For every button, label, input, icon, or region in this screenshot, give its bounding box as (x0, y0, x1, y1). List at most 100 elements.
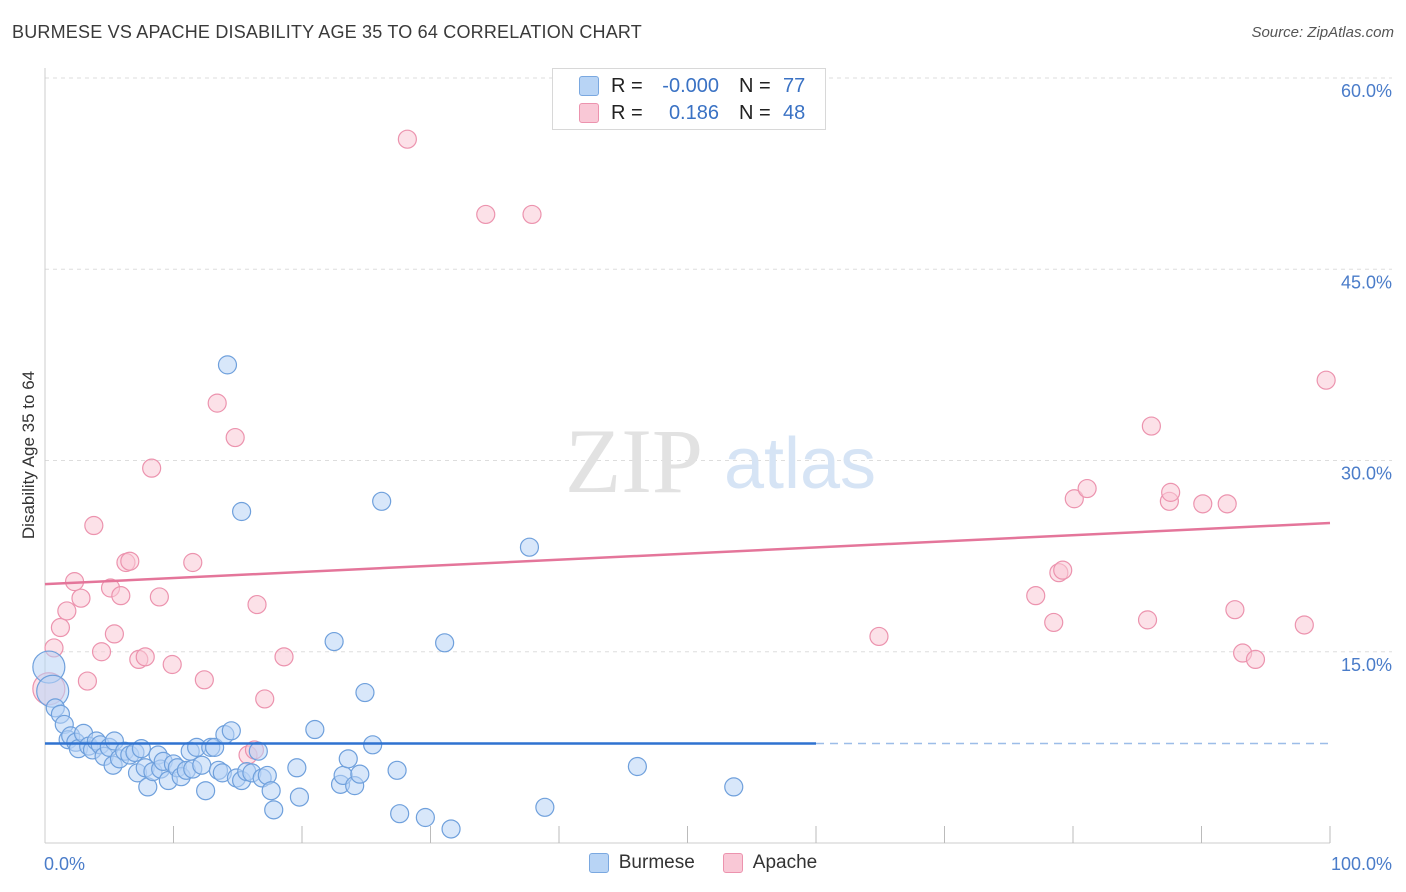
data-point (274, 647, 294, 667)
data-point (1141, 416, 1161, 436)
data-point (435, 633, 455, 653)
y-tick-label: 15.0% (1341, 655, 1392, 675)
data-point (183, 552, 203, 573)
data-point (397, 129, 417, 149)
data-point (194, 670, 214, 690)
data-point (324, 631, 344, 652)
watermark-atlas: atlas (724, 424, 876, 504)
data-point (247, 594, 267, 615)
data-point (305, 719, 325, 740)
data-point (415, 807, 435, 828)
y-tick-label: 45.0% (1341, 272, 1392, 292)
y-tick-label: 60.0% (1341, 81, 1392, 101)
legend-r-value: 0.186 (668, 101, 719, 124)
tick-labels: 15.0% 30.0% 45.0% 60.0% 0.0% 100.0% (44, 81, 1392, 874)
data-point (519, 537, 540, 557)
legend-row-apache: R = 0.186 N = 48 (553, 100, 805, 126)
data-point (162, 654, 182, 675)
data-point (390, 804, 410, 824)
data-point (225, 427, 245, 448)
data-point (232, 501, 252, 522)
data-point (111, 586, 131, 606)
data-point (535, 797, 555, 817)
series-legend: Burmese Apache (0, 852, 1406, 874)
data-point (363, 735, 383, 755)
apache-trend-line (44, 521, 1331, 586)
data-point (120, 551, 140, 571)
watermark: ZIP atlas (565, 410, 876, 512)
data-point (1225, 600, 1245, 620)
data-point (355, 682, 375, 703)
data-point (217, 355, 238, 375)
data-point (91, 642, 112, 662)
data-point (248, 741, 268, 761)
data-point (196, 781, 216, 801)
data-point (441, 819, 461, 839)
trend-lines (44, 521, 1331, 745)
data-point (104, 624, 124, 644)
data-point (476, 204, 496, 225)
legend-n-label: N = (739, 101, 771, 124)
legend-r-label: R = (611, 74, 643, 97)
data-point (192, 755, 212, 775)
y-axis-label: Disability Age 35 to 64 (19, 371, 38, 539)
data-point (264, 800, 284, 820)
legend-n-value: 48 (783, 101, 806, 124)
data-point (338, 749, 358, 769)
data-point (77, 671, 98, 691)
data-point (1245, 649, 1266, 670)
data-point (869, 626, 889, 647)
data-point (1064, 489, 1084, 509)
data-point (1193, 494, 1213, 514)
data-point (627, 756, 647, 777)
legend-item-apache: Apache (722, 852, 818, 874)
data-point (522, 204, 542, 225)
data-point (1294, 615, 1314, 635)
data-point (221, 721, 241, 741)
data-point (142, 458, 162, 478)
data-point (350, 764, 370, 784)
data-point (71, 588, 91, 608)
apache-swatch (579, 103, 599, 123)
watermark-zip: ZIP (565, 410, 703, 512)
legend-n-label: N = (739, 74, 771, 97)
chart-title: BURMESE VS APACHE DISABILITY AGE 35 TO 6… (12, 22, 642, 42)
legend-n-value: 77 (783, 74, 806, 97)
data-point (1044, 612, 1064, 633)
data-point (1077, 478, 1097, 499)
data-point (1161, 482, 1181, 502)
legend-item-burmese: Burmese (588, 852, 695, 874)
data-point (1026, 586, 1046, 606)
burmese-swatch (579, 76, 599, 96)
data-point (149, 587, 169, 607)
data-point (289, 787, 310, 807)
apache-legend-label: Apache (752, 852, 818, 873)
data-point (387, 760, 407, 780)
correlation-legend: R = -0.000 N = 77 R = 0.186 N = 48 (552, 68, 826, 130)
data-point (372, 491, 392, 511)
apache-points (32, 129, 1336, 765)
data-point (50, 617, 71, 638)
x-tick-label: 0.0% (44, 854, 85, 874)
burmese-legend-label: Burmese (618, 852, 695, 873)
y-tick-label: 30.0% (1341, 464, 1392, 484)
data-point (287, 758, 307, 778)
burmese-points (32, 355, 744, 839)
legend-row-burmese: R = -0.000 N = 77 (553, 73, 805, 99)
data-point (1053, 560, 1073, 580)
source-credit: Source: ZipAtlas.com (1251, 24, 1394, 41)
axes (44, 68, 1331, 844)
apache-legend-swatch (722, 853, 743, 873)
legend-r-value: -0.000 (662, 74, 719, 97)
data-point (84, 515, 104, 536)
data-point (724, 777, 744, 797)
data-point (261, 781, 281, 801)
data-point (1316, 370, 1336, 390)
x-tick-label: 100.0% (1331, 854, 1392, 874)
data-point (255, 689, 275, 709)
data-point (1137, 610, 1158, 630)
data-point (1217, 494, 1237, 514)
data-point (57, 601, 77, 621)
grid (45, 77, 1392, 653)
